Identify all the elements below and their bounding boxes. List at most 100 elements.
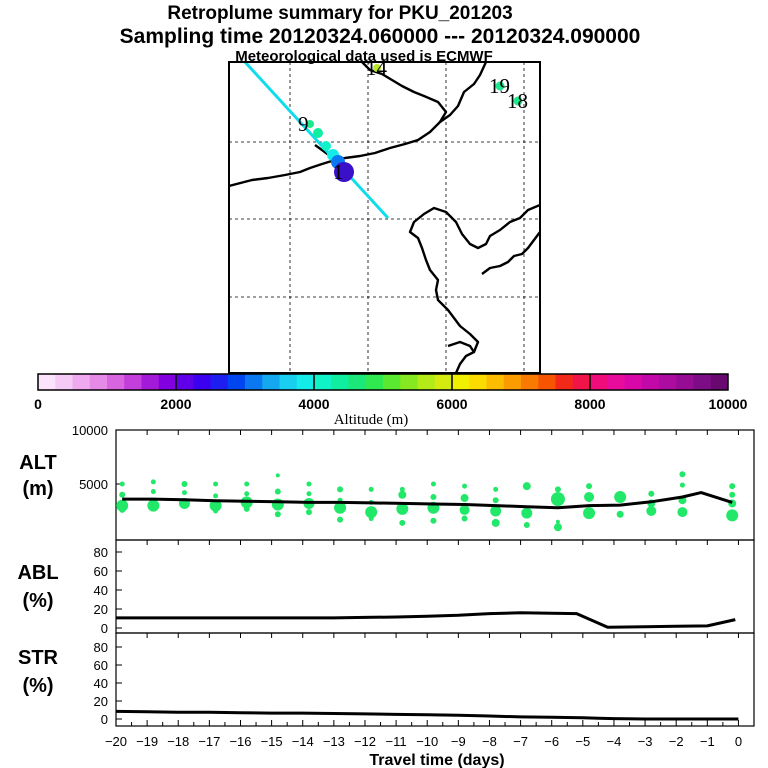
- colorbar-cell: [38, 374, 56, 390]
- scatter-point: [213, 493, 219, 499]
- x-tick-label: −12: [354, 734, 376, 749]
- scatter-point: [274, 488, 281, 495]
- x-tick-label: −17: [198, 734, 220, 749]
- x-tick-label: −3: [638, 734, 653, 749]
- colorbar-cell: [641, 374, 660, 390]
- x-tick-label: −2: [669, 734, 684, 749]
- panel-frame: [115, 632, 755, 727]
- colorbar-ticks: 0 2000 4000 6000 8000 10000: [34, 374, 748, 412]
- colorbar-label: Altitude (m): [334, 412, 409, 428]
- x-axis: −20 −19 −18 −17 −16 −15 −14 −13 −12 −11 −10 −9 −8 −7−…: [105, 720, 755, 749]
- colorbar-cell: [279, 374, 298, 390]
- scatter-point: [337, 486, 344, 493]
- coastlines: [229, 62, 540, 373]
- plume-centerline: [243, 62, 390, 220]
- colorbar-cell: [365, 374, 384, 390]
- x-tick-label: −9: [451, 734, 466, 749]
- scatter-point: [396, 502, 409, 515]
- scatter-point: [181, 490, 187, 496]
- scatter-point: [729, 483, 736, 490]
- x-tick-label: −6: [544, 734, 559, 749]
- x-tick-label: −20: [105, 734, 127, 749]
- scatter-point: [243, 505, 250, 512]
- colorbar-cell: [176, 374, 194, 390]
- y-axis-label: ABL: [17, 562, 58, 584]
- scatter-point: [555, 519, 560, 524]
- series-line: [115, 709, 739, 721]
- colorbar-cell: [486, 374, 505, 390]
- scatter-point: [491, 518, 500, 527]
- scatter-point: [119, 506, 126, 513]
- x-tick-label: −18: [167, 734, 189, 749]
- map-gridlines: [229, 62, 540, 373]
- y-axis-label: (%): [22, 590, 53, 612]
- scatter-point: [399, 519, 406, 526]
- scatter-point: [244, 481, 250, 487]
- colorbar-tick-label: 4000: [298, 396, 329, 412]
- panel-alt: 10000 5000 ALT (m): [19, 423, 755, 541]
- scatter-point: [150, 489, 156, 495]
- colorbar-cell: [227, 374, 246, 390]
- altitude-colorbar: 0 2000 4000 6000 8000 10000 Altitude (m): [34, 373, 748, 428]
- x-tick-label: −13: [323, 734, 345, 749]
- colorbar-tick-label: 8000: [574, 396, 605, 412]
- series-line: [116, 611, 736, 629]
- scatter-point: [490, 505, 502, 517]
- scatter-point: [521, 507, 533, 519]
- panel-abl: 80 60 40 20 0 ABL (%): [17, 539, 755, 636]
- scatter-point: [492, 497, 499, 504]
- scatter-point: [461, 515, 468, 522]
- scatter-point: [181, 481, 188, 487]
- scatter-point: [459, 504, 470, 515]
- colorbar-cell: [314, 374, 332, 390]
- scatter-point: [430, 481, 436, 487]
- scatter-point: [213, 508, 219, 514]
- map-point-label: 14: [366, 56, 388, 80]
- colorbar-cell: [348, 374, 367, 390]
- x-tick-label: −11: [386, 734, 407, 749]
- x-tick-label: −7: [513, 734, 528, 749]
- colorbar-cell: [710, 374, 729, 390]
- y-tick-label: 60: [94, 564, 108, 579]
- scatter-point: [275, 473, 280, 478]
- scatter-point: [305, 509, 312, 516]
- colorbar-cell: [262, 374, 280, 390]
- colorbar-cell: [555, 374, 574, 390]
- colorbar-cell: [434, 374, 453, 390]
- y-tick-label: 0: [101, 712, 108, 727]
- scatter-point: [119, 481, 125, 487]
- scatter-point: [368, 486, 374, 492]
- y-tick-label: 5000: [79, 477, 108, 492]
- sampling-time: Sampling time 20120324.060000 --- 201203…: [120, 25, 641, 48]
- colorbar-cell: [590, 374, 608, 390]
- x-tick-label: −14: [292, 734, 314, 749]
- map-point-label: 19: [489, 74, 510, 98]
- scatter-point: [244, 491, 250, 497]
- scatter-point: [679, 471, 686, 478]
- colorbar-cell: [89, 374, 108, 390]
- y-axis-label: STR: [18, 647, 59, 669]
- colorbar-tick-label: 10000: [709, 396, 748, 412]
- scatter-point: [368, 516, 374, 522]
- x-tick-label: −19: [136, 734, 158, 749]
- scatter-point: [522, 482, 531, 491]
- x-tick-label: −15: [261, 734, 283, 749]
- scatter-point: [646, 506, 657, 516]
- colorbar-cell: [417, 374, 436, 390]
- scatter-point: [679, 482, 685, 488]
- colorbar-tick-label: 0: [34, 396, 42, 412]
- colorbar-cell: [158, 374, 177, 390]
- colorbar-cell: [572, 374, 591, 390]
- colorbar-cell: [141, 374, 160, 390]
- scatter-point: [460, 494, 469, 503]
- y-axis-label: (%): [22, 675, 53, 697]
- map-point-label: 1: [333, 160, 344, 184]
- scatter-point: [365, 506, 378, 519]
- scatter-point: [553, 523, 562, 532]
- colorbar-cell: [538, 374, 556, 390]
- map-point-label: 9: [298, 112, 309, 136]
- scatter-point: [729, 491, 736, 498]
- colorbar-cell: [107, 374, 125, 390]
